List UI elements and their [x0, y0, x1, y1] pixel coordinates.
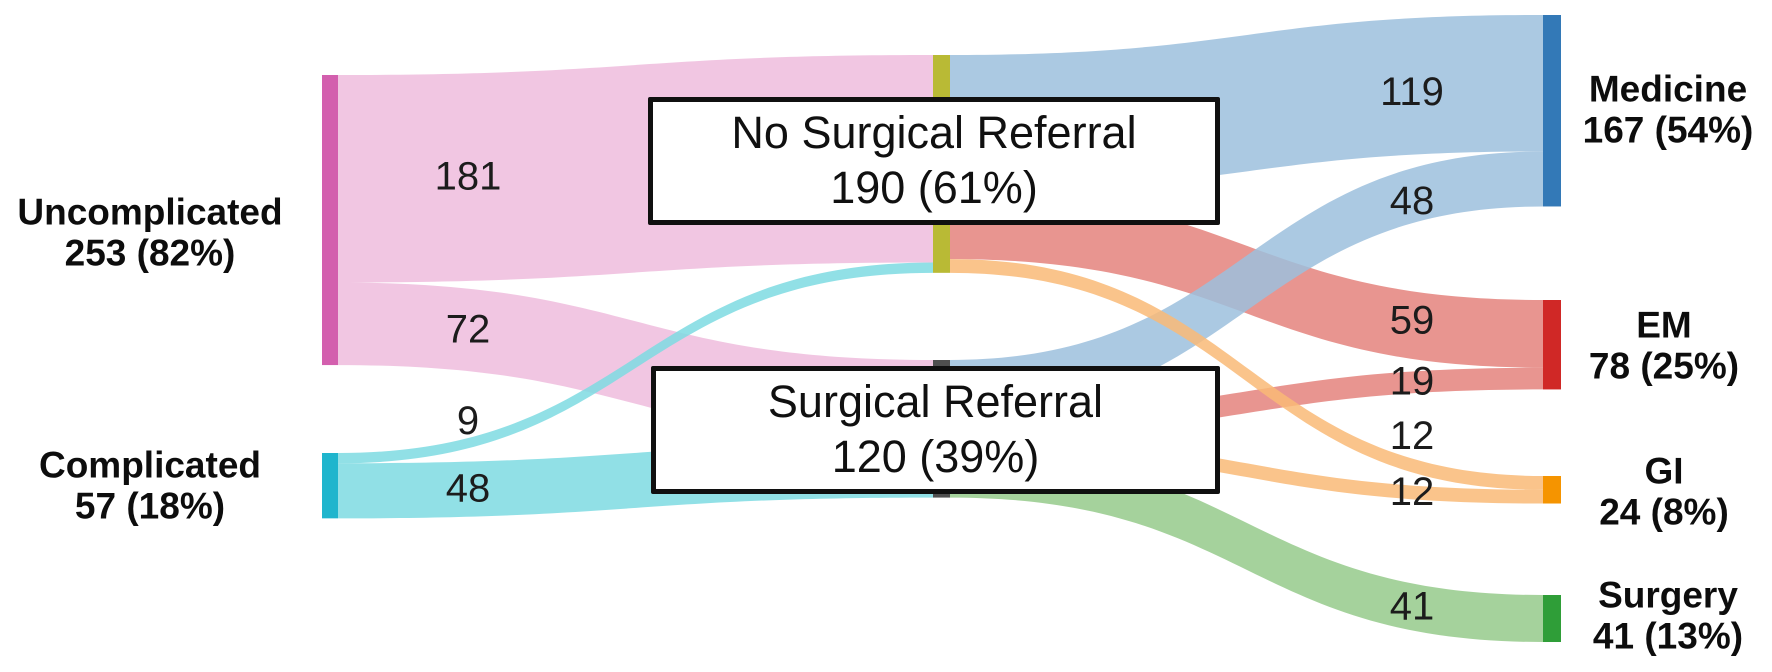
flow-complicated-to-no_surgical_referral: [338, 262, 933, 464]
flow-value-surgical_referral-to-surgery: 41: [1390, 584, 1435, 628]
node-label-title: Uncomplicated: [17, 191, 283, 233]
node-label-title: GI: [1644, 450, 1684, 492]
node-label-value: 24 (8%): [1599, 492, 1729, 533]
category-box-value: 190 (61%): [830, 162, 1038, 213]
category-box-title: No Surgical Referral: [731, 107, 1137, 159]
flow-no_surgical_referral-to-gi: [950, 259, 1543, 490]
flow-value-no_surgical_referral-to-gi: 12: [1390, 414, 1435, 458]
flow-value-uncomplicated-to-surgical_referral: 72: [446, 307, 491, 351]
flow-surgical_referral-to-surgery: [950, 450, 1543, 643]
flow-value-uncomplicated-to-no_surgical_referral: 181: [435, 154, 502, 198]
node-label-title: EM: [1636, 304, 1692, 346]
category-box-value: 120 (39%): [831, 431, 1040, 482]
node-label-value: 253 (82%): [64, 233, 236, 274]
node-bar-gi: [1543, 476, 1561, 504]
flow-value-surgical_referral-to-gi: 12: [1390, 470, 1435, 514]
flow-value-surgical_referral-to-medicine: 48: [1390, 179, 1435, 223]
node-label-value: 41 (13%): [1592, 616, 1744, 657]
node-label-uncomplicated: Uncomplicated 253 (82%): [17, 192, 282, 275]
category-box-no-surgical-referral: No Surgical Referral 190 (61%): [648, 97, 1220, 225]
flow-value-no_surgical_referral-to-em: 59: [1390, 298, 1435, 342]
flow-value-complicated-to-surgical_referral: 48: [446, 466, 491, 510]
category-box-title: Surgical Referral: [767, 376, 1104, 428]
node-label-medicine: Medicine 167 (54%): [1583, 69, 1754, 152]
node-label-title: Medicine: [1588, 68, 1748, 110]
node-bar-uncomplicated: [322, 75, 338, 366]
node-label-complicated: Complicated 57 (18%): [39, 445, 261, 528]
node-label-surgery: Surgery 41 (13%): [1593, 575, 1743, 658]
node-label-value: 78 (25%): [1588, 346, 1740, 387]
node-label-title: Complicated: [38, 444, 262, 486]
flow-surgical_referral-to-medicine: [950, 151, 1543, 416]
node-label-value: 167 (54%): [1582, 110, 1754, 151]
node-bar-em: [1543, 300, 1561, 390]
flow-value-no_surgical_referral-to-medicine: 119: [1380, 70, 1444, 114]
node-label-gi: GI 24 (8%): [1599, 451, 1729, 534]
node-label-title: Surgery: [1598, 574, 1738, 616]
node-label-em: EM 78 (25%): [1589, 305, 1739, 388]
node-label-value: 57 (18%): [74, 486, 226, 527]
node-bar-complicated: [322, 453, 338, 519]
node-bar-medicine: [1543, 15, 1561, 207]
category-box-surgical-referral: Surgical Referral 120 (39%): [651, 366, 1220, 494]
node-bar-surgery: [1543, 595, 1561, 643]
flow-value-complicated-to-no_surgical_referral: 9: [457, 399, 479, 443]
flow-value-surgical_referral-to-em: 19: [1390, 359, 1435, 403]
